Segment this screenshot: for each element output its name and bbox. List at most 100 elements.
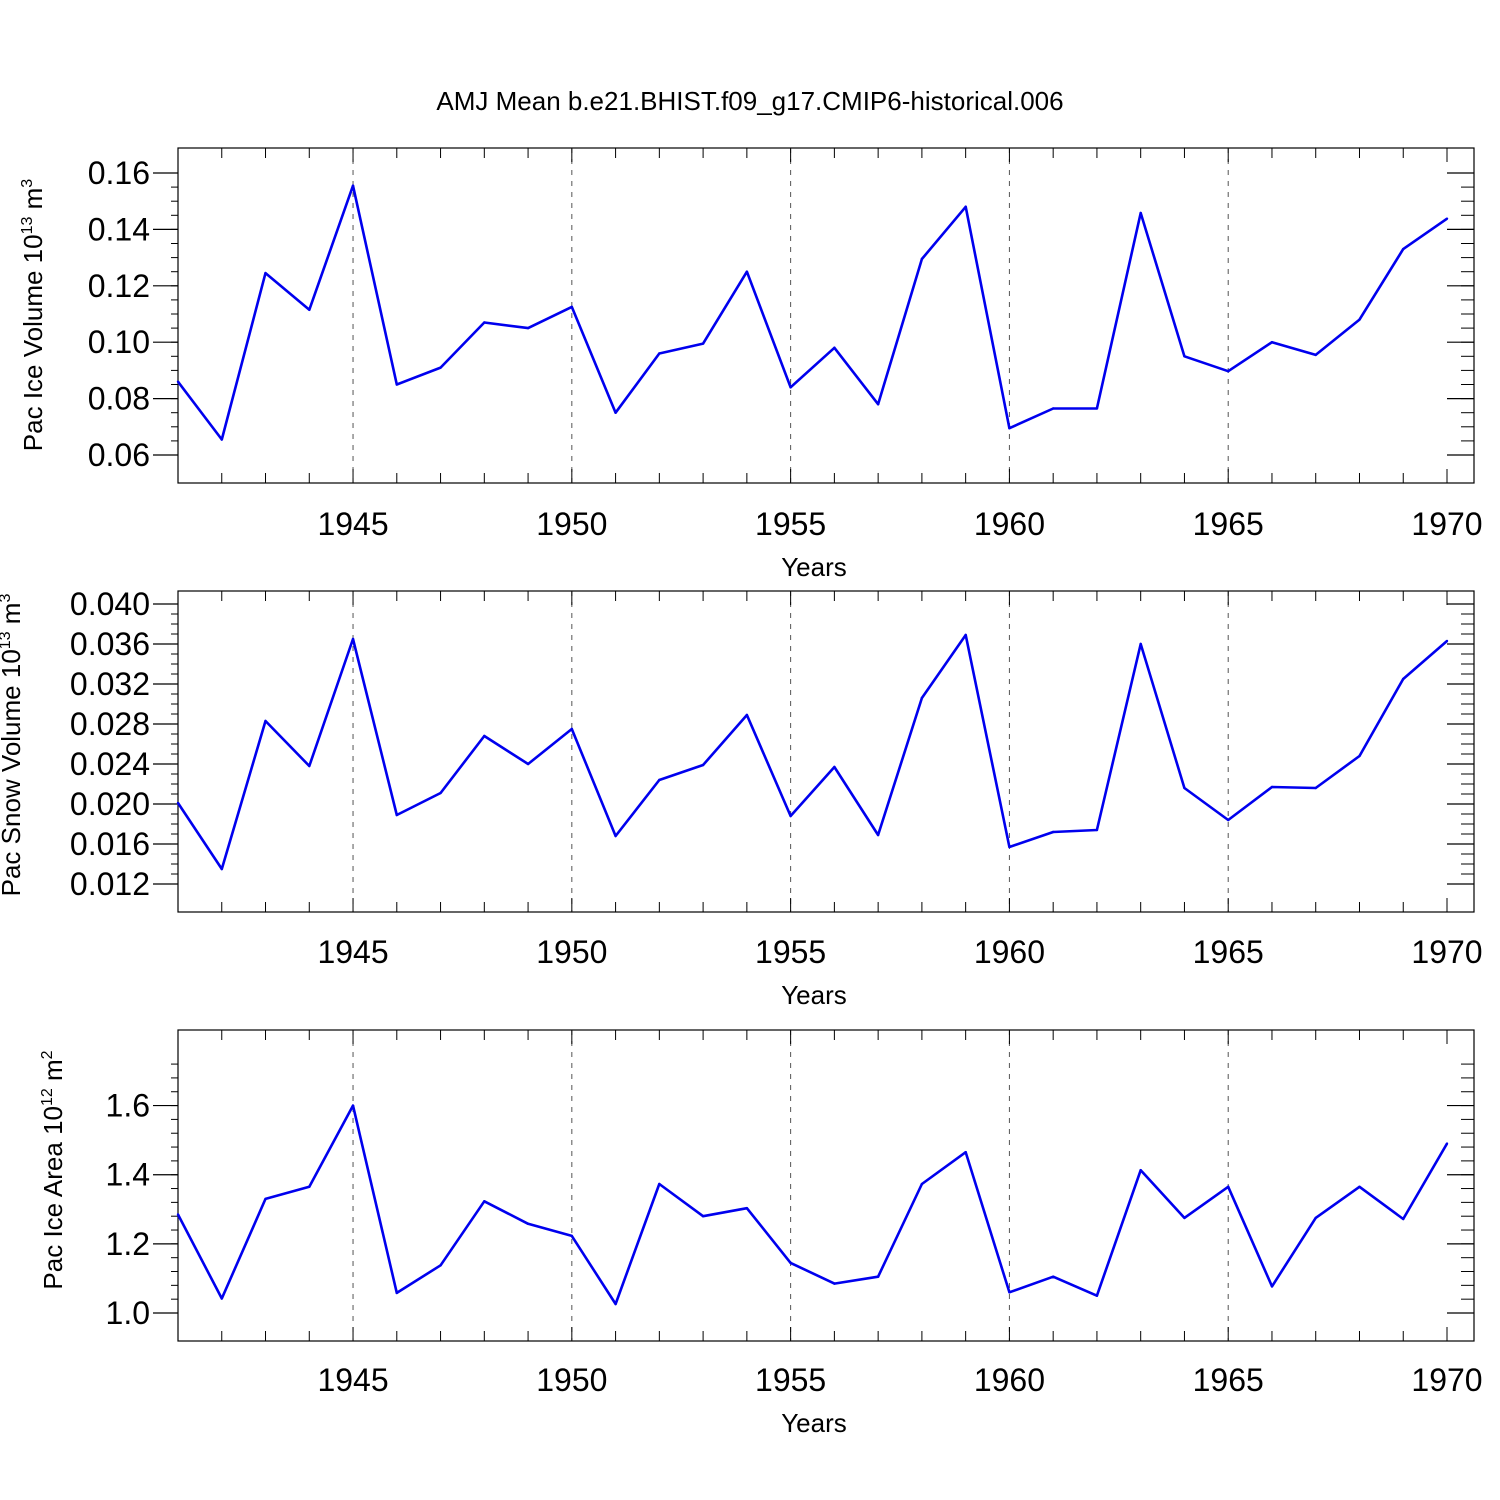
data-point xyxy=(1358,318,1361,321)
plot-frame xyxy=(177,147,1475,484)
x-tick-label: 1945 xyxy=(317,934,388,970)
data-point xyxy=(1008,427,1011,430)
data-point xyxy=(833,346,836,350)
data-line-series xyxy=(176,1104,1449,1306)
chart-panel-3: 1.0 1.2 1.4 1.6 1945 1950 1955 1960 1965 1970 Year… xyxy=(38,1029,1483,1438)
data-point xyxy=(1051,1275,1055,1278)
x-tick-label: 1965 xyxy=(1193,506,1264,542)
data-point xyxy=(789,386,792,389)
data-point xyxy=(264,1197,267,1201)
y-tick-label: 1.4 xyxy=(106,1157,150,1193)
data-point xyxy=(1402,677,1405,681)
plot-frame xyxy=(177,590,1475,913)
data-point xyxy=(1445,217,1449,220)
data-point xyxy=(1139,642,1142,646)
data-point xyxy=(1183,786,1186,790)
data-point xyxy=(1051,407,1055,410)
data-point xyxy=(1358,754,1361,758)
data-point xyxy=(614,1302,617,1306)
data-line-series xyxy=(176,184,1448,441)
data-point xyxy=(658,352,661,355)
data-point xyxy=(833,765,836,769)
data-point xyxy=(483,321,486,324)
x-axis-label: Years xyxy=(781,980,847,1010)
data-point xyxy=(1008,845,1011,849)
data-point xyxy=(439,791,442,795)
data-point xyxy=(351,637,355,641)
data-point xyxy=(439,1264,442,1267)
data-point xyxy=(1095,407,1099,410)
y-tick-label: 0.14 xyxy=(88,211,150,247)
data-point xyxy=(526,326,530,330)
data-point xyxy=(964,633,967,637)
data-point xyxy=(1314,786,1317,790)
data-point xyxy=(395,383,398,386)
data-point xyxy=(1358,1185,1361,1189)
panels: 0.06 0.08 0.10 0.12 0.14 0.16 1945 1950 1955 1960… xyxy=(0,147,1483,1438)
y-tick-label: 1.0 xyxy=(106,1295,150,1331)
x-tick-label: 1965 xyxy=(1193,1362,1264,1398)
data-point xyxy=(1139,211,1142,215)
data-point xyxy=(745,270,749,273)
data-point xyxy=(876,1275,880,1278)
data-point xyxy=(570,305,574,309)
data-point xyxy=(526,762,530,766)
y-axis-label: Pac Snow Volume 1013 m3 xyxy=(0,594,26,897)
data-point xyxy=(220,1297,223,1300)
x-tick-label: 1950 xyxy=(536,506,607,542)
data-point xyxy=(1445,639,1449,643)
data-point xyxy=(614,834,617,838)
x-tick-label: 1965 xyxy=(1193,934,1264,970)
data-point xyxy=(1095,1294,1099,1297)
x-tick-label: 1955 xyxy=(755,934,826,970)
data-point xyxy=(220,867,223,871)
x-tick-label: 1950 xyxy=(536,1362,607,1398)
data-point xyxy=(789,1261,792,1265)
data-point xyxy=(1445,1142,1449,1145)
x-tick-label: 1960 xyxy=(974,934,1045,970)
data-point xyxy=(745,713,749,717)
data-point xyxy=(526,1222,530,1226)
data-point xyxy=(1139,1169,1142,1172)
x-tick-label: 1960 xyxy=(974,1362,1045,1398)
x-tick-label: 1945 xyxy=(317,1362,388,1398)
data-point xyxy=(701,342,705,345)
data-point xyxy=(439,366,442,369)
y-tick-label: 0.10 xyxy=(88,324,150,360)
data-point xyxy=(701,1215,705,1218)
data-point xyxy=(308,308,311,311)
data-point xyxy=(833,1282,836,1285)
data-point xyxy=(308,1185,311,1189)
y-tick-label: 0.020 xyxy=(70,786,150,822)
data-point xyxy=(1183,355,1186,358)
data-point xyxy=(789,814,792,818)
x-tick-label: 1955 xyxy=(755,1362,826,1398)
y-tick-label: 0.016 xyxy=(70,826,150,862)
data-point xyxy=(1095,828,1099,832)
data-point xyxy=(1227,818,1230,822)
chart-panel-2: 0.012 0.016 0.020 0.024 0.028 0.032 0.036 0.040… xyxy=(0,586,1483,1010)
data-point xyxy=(1183,1216,1186,1220)
data-point xyxy=(1270,785,1274,789)
x-tick-label: 1960 xyxy=(974,506,1045,542)
x-tick-label: 1970 xyxy=(1411,934,1482,970)
data-point xyxy=(264,719,267,723)
y-tick-label: 1.6 xyxy=(106,1088,150,1124)
data-point xyxy=(570,1234,574,1238)
data-point xyxy=(220,438,223,441)
data-point xyxy=(1402,247,1405,251)
data-point xyxy=(483,1200,486,1203)
y-tick-label: 0.036 xyxy=(70,626,150,662)
data-point xyxy=(920,257,924,261)
data-point xyxy=(701,763,705,767)
y-tick-label: 1.2 xyxy=(106,1226,150,1262)
data-point xyxy=(614,411,617,414)
chart-panel-1: 0.06 0.08 0.10 0.12 0.14 0.16 1945 1950 1955 1960… xyxy=(18,147,1483,582)
y-tick-label: 0.08 xyxy=(88,381,150,417)
data-point xyxy=(920,696,924,700)
chart-title: AMJ Mean b.e21.BHIST.f09_g17.CMIP6-histo… xyxy=(436,86,1063,116)
data-point xyxy=(483,734,486,738)
data-point xyxy=(920,1182,924,1186)
y-tick-label: 0.16 xyxy=(88,155,150,191)
data-point xyxy=(1314,1216,1317,1220)
